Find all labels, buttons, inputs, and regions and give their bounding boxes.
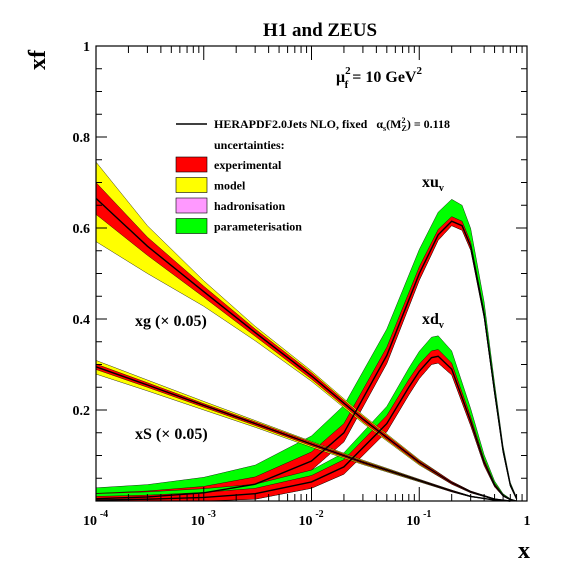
legend-alpha: α bbox=[376, 117, 383, 131]
x-tick-exponent: -1 bbox=[423, 509, 431, 520]
label-xuv: xuv bbox=[422, 174, 444, 194]
curve-0 bbox=[95, 220, 518, 500]
legend-label-parameterisation: parameterisation bbox=[214, 220, 302, 234]
x-tick-label: 10 bbox=[191, 514, 205, 529]
legend-label-hadronisation: hadronisation bbox=[214, 199, 285, 213]
label-xdv-sub: v bbox=[439, 320, 444, 331]
legend-label-model: model bbox=[214, 179, 246, 193]
x-tick-label: 10 bbox=[299, 514, 313, 529]
y-tick-label: 0.6 bbox=[73, 222, 91, 237]
legend-alpha-sub: s bbox=[383, 124, 386, 133]
band-parameterisation-1 bbox=[95, 335, 517, 502]
curve-2 bbox=[95, 197, 511, 502]
legend-swatch-hadronisation bbox=[175, 197, 208, 214]
legend-swatch-experimental bbox=[175, 156, 208, 173]
legend-line-text: HERAPDF2.0Jets NLO, fixed αs(M2 Z) = 0.11… bbox=[214, 116, 450, 133]
curve-1 bbox=[95, 355, 517, 502]
legend: HERAPDF2.0Jets NLO, fixed αs(M2 Z) = 0.11… bbox=[175, 116, 450, 234]
x-tick-exponent: -4 bbox=[100, 509, 108, 520]
y-tick-label: 0.2 bbox=[73, 404, 91, 419]
chart-title: H1 and ZEUS bbox=[263, 20, 377, 41]
scale-unit-sup: 2 bbox=[416, 65, 422, 77]
scale-eq: = 10 GeV bbox=[348, 69, 417, 86]
y-tick-label: 1 bbox=[83, 40, 90, 55]
y-axis-label: xf bbox=[25, 49, 51, 70]
x-tick-label: 10 bbox=[406, 514, 420, 529]
legend-bands: experimental model hadronisation parameteri… bbox=[175, 156, 302, 234]
scale-sup: 2 bbox=[345, 65, 351, 77]
x-axis-label: x bbox=[518, 538, 530, 564]
label-xuv-sub: v bbox=[439, 183, 444, 194]
legend-alpha-value: ) = 0.118 bbox=[407, 117, 450, 131]
legend-label-experimental: experimental bbox=[214, 158, 282, 172]
scale-sub: f bbox=[345, 79, 349, 91]
scale-annotation: μ2 f = 10 GeV2 bbox=[336, 65, 422, 91]
legend-swatch-parameterisation bbox=[175, 218, 208, 234]
x-tick-label: 10 bbox=[83, 514, 97, 529]
legend-alpha-arg-sup: 2 bbox=[401, 116, 405, 125]
label-xdv: xdv bbox=[422, 311, 444, 331]
legend-uncertainties-title: uncertainties: bbox=[214, 138, 285, 152]
legend-swatch-model bbox=[175, 177, 208, 193]
label-xuv-main: xu bbox=[422, 174, 439, 191]
legend-alpha-arg-open: (M bbox=[386, 117, 401, 131]
curve-3 bbox=[95, 366, 511, 502]
legend-alpha-arg-sub: Z bbox=[401, 124, 406, 133]
legend-line-label: HERAPDF2.0Jets NLO, fixed bbox=[214, 117, 368, 131]
y-tick-label: 0.8 bbox=[73, 131, 91, 146]
label-xdv-main: xd bbox=[422, 311, 439, 328]
x-tick-label: 1 bbox=[524, 514, 531, 529]
scale-mu: μ bbox=[336, 69, 345, 86]
central-curves bbox=[95, 197, 518, 502]
y-tick-label: 0.4 bbox=[73, 313, 91, 328]
x-tick-exponent: -3 bbox=[208, 509, 216, 520]
uncertainty-bands bbox=[95, 161, 517, 502]
label-xS: xS (× 0.05) bbox=[135, 426, 208, 443]
x-tick-exponent: -2 bbox=[315, 509, 323, 520]
label-xg: xg (× 0.05) bbox=[135, 313, 207, 330]
